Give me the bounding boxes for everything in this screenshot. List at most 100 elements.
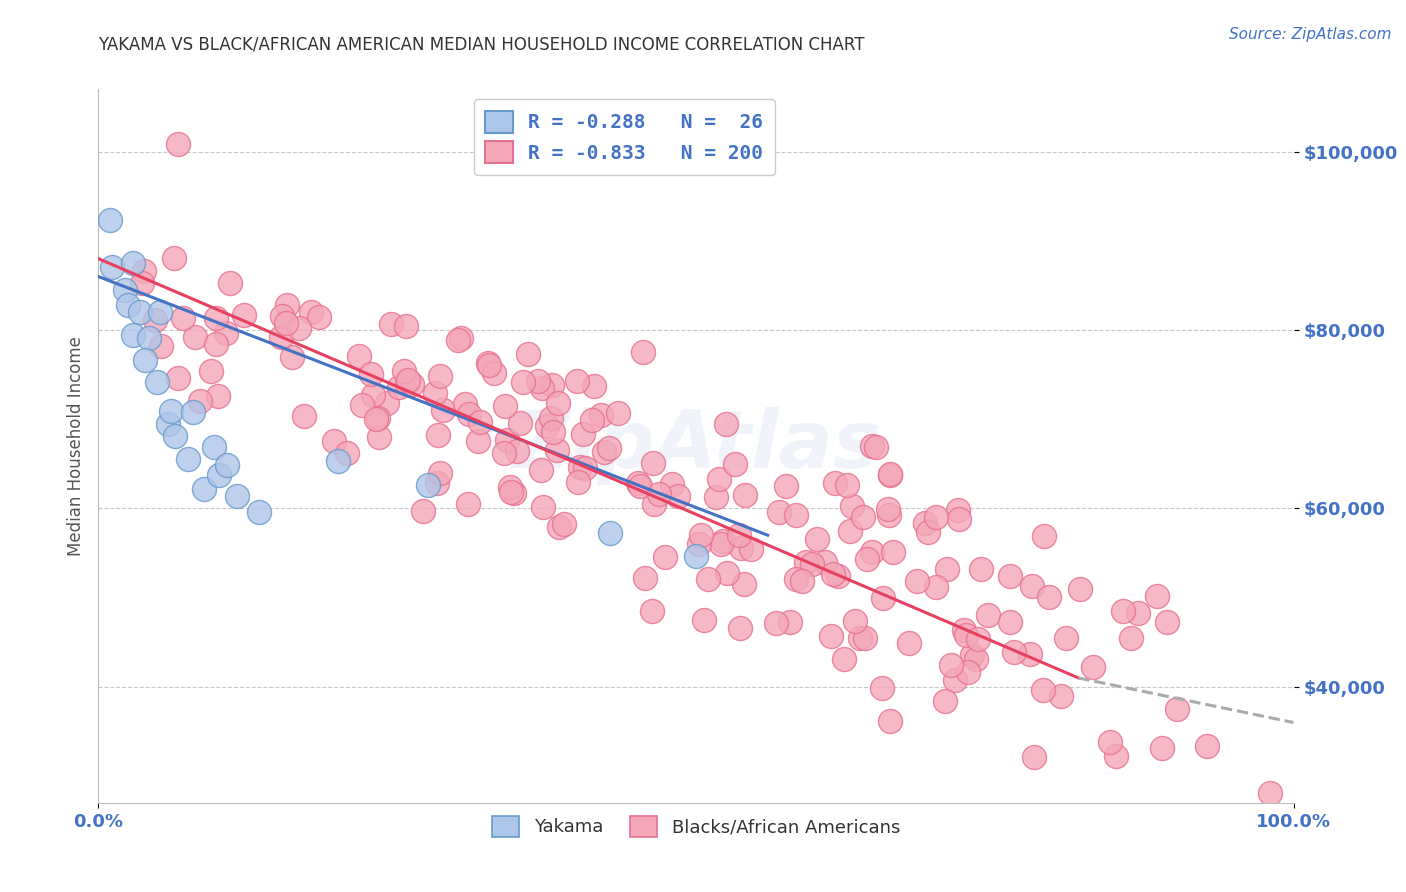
Point	[1021, 578, 1043, 592]
Point	[1054, 631, 1077, 645]
Point	[582, 379, 605, 393]
Point	[574, 461, 596, 475]
Point	[879, 467, 901, 482]
Point	[516, 347, 538, 361]
Point	[145, 375, 167, 389]
Point	[593, 444, 616, 458]
Point	[280, 351, 302, 365]
Point	[467, 434, 489, 449]
Point	[1119, 631, 1142, 645]
Point	[505, 444, 527, 458]
Point	[568, 460, 591, 475]
Point	[827, 568, 849, 582]
Point	[200, 364, 222, 378]
Point	[548, 520, 571, 534]
Point	[860, 545, 883, 559]
Point	[607, 406, 630, 420]
Point	[1038, 590, 1060, 604]
Point	[512, 376, 534, 390]
Point	[634, 571, 657, 585]
Point	[122, 256, 145, 270]
Point	[897, 636, 920, 650]
Point	[856, 552, 879, 566]
Point	[939, 657, 962, 672]
Point	[599, 525, 621, 540]
Point	[734, 488, 756, 502]
Point	[832, 651, 855, 665]
Point	[820, 629, 842, 643]
Point	[785, 508, 807, 522]
Point	[530, 463, 553, 477]
Point	[879, 714, 901, 728]
Point	[326, 454, 349, 468]
Point	[531, 500, 554, 514]
Point	[322, 434, 344, 448]
Point	[693, 613, 716, 627]
Point	[865, 441, 887, 455]
Point	[905, 574, 928, 588]
Point	[101, 260, 124, 274]
Point	[946, 502, 969, 516]
Point	[848, 631, 870, 645]
Point	[494, 399, 516, 413]
Point	[641, 604, 664, 618]
Point	[308, 310, 330, 325]
Point	[837, 478, 859, 492]
Point	[276, 298, 298, 312]
Point	[631, 344, 654, 359]
Point	[426, 476, 449, 491]
Point	[821, 567, 844, 582]
Point	[998, 615, 1021, 629]
Point	[157, 417, 180, 432]
Point	[396, 373, 419, 387]
Point	[129, 305, 152, 319]
Point	[458, 407, 481, 421]
Point	[367, 410, 389, 425]
Point	[775, 479, 797, 493]
Point	[879, 468, 901, 483]
Point	[1105, 748, 1128, 763]
Point	[395, 376, 418, 390]
Point	[492, 446, 515, 460]
Point	[1111, 604, 1133, 618]
Point	[450, 331, 472, 345]
Point	[149, 305, 172, 319]
Point	[870, 681, 893, 695]
Point	[661, 477, 683, 491]
Point	[501, 484, 523, 499]
Point	[685, 549, 707, 563]
Point	[432, 402, 454, 417]
Point	[138, 330, 160, 344]
Point	[785, 572, 807, 586]
Point	[598, 441, 620, 455]
Point	[641, 456, 664, 470]
Point	[536, 418, 558, 433]
Point	[429, 369, 451, 384]
Point	[581, 413, 603, 427]
Point	[934, 693, 956, 707]
Point	[122, 327, 145, 342]
Point	[727, 528, 749, 542]
Point	[429, 467, 451, 481]
Point	[163, 251, 186, 265]
Point	[350, 398, 373, 412]
Point	[965, 652, 987, 666]
Point	[666, 489, 689, 503]
Point	[526, 374, 548, 388]
Point	[1050, 690, 1073, 704]
Point	[824, 476, 846, 491]
Point	[540, 411, 562, 425]
Point	[447, 333, 470, 347]
Point	[1069, 582, 1091, 596]
Point	[948, 512, 970, 526]
Point	[98, 213, 121, 227]
Point	[877, 502, 900, 516]
Point	[114, 283, 136, 297]
Point	[377, 395, 399, 409]
Point	[844, 614, 866, 628]
Point	[425, 386, 447, 401]
Point	[806, 532, 828, 546]
Point	[509, 417, 531, 431]
Point	[877, 508, 900, 522]
Point	[134, 352, 156, 367]
